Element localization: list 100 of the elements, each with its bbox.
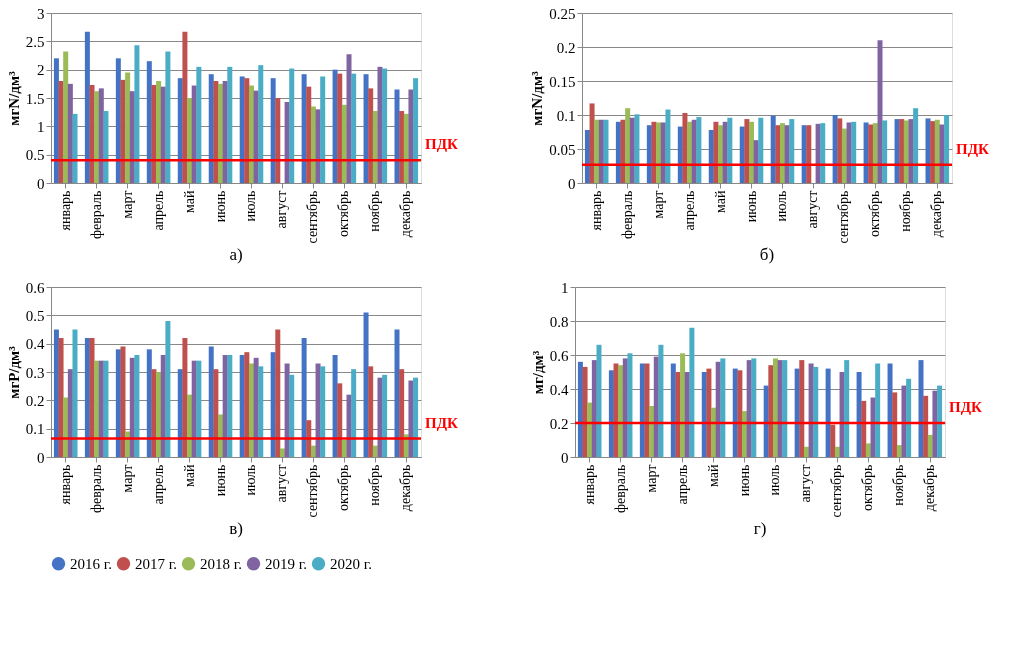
y-tick-label: 0.5 (25, 147, 45, 164)
y-tick-label: 0.4 (25, 336, 45, 353)
y-tick-label: 0.6 (549, 347, 569, 364)
bar (744, 119, 750, 183)
bar (587, 402, 593, 457)
x-tick-label: декабрь (922, 464, 938, 512)
bar (892, 392, 898, 457)
bar (125, 72, 131, 183)
x-tick-label: декабрь (398, 190, 414, 238)
bar (377, 66, 383, 183)
bar (279, 448, 285, 457)
bar (368, 366, 374, 457)
x-tick-label: февраль (619, 190, 635, 240)
bar (680, 353, 686, 457)
x-tick-label: ноябрь (367, 190, 383, 232)
bar (930, 121, 936, 183)
bar (227, 355, 233, 457)
bar (227, 66, 233, 183)
y-axis-title: мг/дм³ (529, 350, 546, 395)
legend-label: 2018 г. (200, 555, 242, 572)
y-tick-label: 0.2 (25, 392, 45, 409)
x-tick-label: май (712, 190, 728, 213)
bar (134, 355, 140, 457)
bar (182, 338, 188, 457)
bar (720, 358, 726, 457)
x-tick-label: апрель (150, 464, 166, 505)
x-tick-label: июль (774, 190, 790, 222)
y-tick-label: 1 (561, 279, 569, 296)
bar (341, 104, 347, 183)
bar (737, 370, 743, 457)
ref-line-label: ПДК (949, 399, 982, 415)
bar (634, 114, 640, 183)
bar (706, 368, 712, 457)
x-tick-label: сентябрь (305, 464, 321, 518)
y-tick-label: 0.5 (25, 307, 45, 324)
bar (368, 88, 374, 183)
bar (865, 443, 871, 457)
y-tick-label: 0 (37, 449, 45, 466)
bar (803, 446, 809, 457)
bar (151, 369, 157, 457)
bar (94, 360, 100, 457)
bar (382, 68, 388, 183)
x-tick-label: апрель (681, 190, 697, 231)
bar (377, 377, 383, 457)
bar (837, 118, 843, 183)
bar (258, 65, 264, 183)
bar (584, 129, 590, 183)
x-tick-label: декабрь (929, 190, 945, 238)
y-tick-label: 0.15 (549, 73, 576, 90)
bar (923, 395, 929, 457)
y-tick-label: 3 (37, 5, 45, 22)
bar (899, 119, 905, 183)
bar (182, 31, 188, 183)
bar (275, 329, 281, 457)
y-tick-label: 0.25 (549, 5, 576, 22)
bar (806, 125, 812, 183)
y-tick-label: 1.5 (25, 90, 45, 107)
y-tick-label: 0.3 (25, 364, 45, 381)
bar (320, 366, 326, 457)
y-tick-label: 0.1 (556, 107, 576, 124)
x-tick-label: март (119, 190, 135, 219)
bar (877, 40, 883, 183)
bar (103, 111, 109, 183)
x-tick-label: март (643, 464, 659, 493)
bar (820, 123, 826, 183)
bar (851, 121, 857, 183)
y-axis-title: мгN/дм³ (529, 70, 546, 126)
text: г) (753, 518, 767, 538)
bar (689, 327, 695, 457)
bar (768, 365, 774, 457)
x-tick-label: август (798, 464, 814, 503)
bar (742, 411, 748, 457)
bar (651, 121, 657, 183)
bar (275, 98, 281, 183)
bar (779, 123, 785, 183)
x-tick-label: февраль (88, 464, 104, 514)
bar (248, 363, 254, 457)
bar (289, 374, 295, 457)
text: а) (229, 244, 243, 264)
bar (713, 121, 719, 183)
bar (872, 123, 878, 183)
bar (84, 31, 90, 183)
text: б) (759, 244, 775, 264)
y-tick-label: 0.05 (549, 141, 576, 158)
bar (789, 119, 795, 183)
bar (825, 368, 831, 457)
y-axis-title: мгN/дм³ (5, 70, 22, 126)
bar (908, 119, 914, 183)
x-tick-label: май (181, 190, 197, 213)
bar (63, 397, 69, 457)
bar (134, 45, 140, 183)
bar (875, 363, 881, 457)
x-tick-label: сентябрь (829, 464, 845, 518)
x-tick-label: октябрь (336, 190, 352, 237)
bar (618, 365, 624, 457)
bar (751, 358, 757, 457)
x-tick-label: июль (767, 464, 783, 496)
bar (399, 111, 405, 183)
bar (244, 78, 250, 183)
legend-label: 2019 г. (265, 555, 307, 572)
